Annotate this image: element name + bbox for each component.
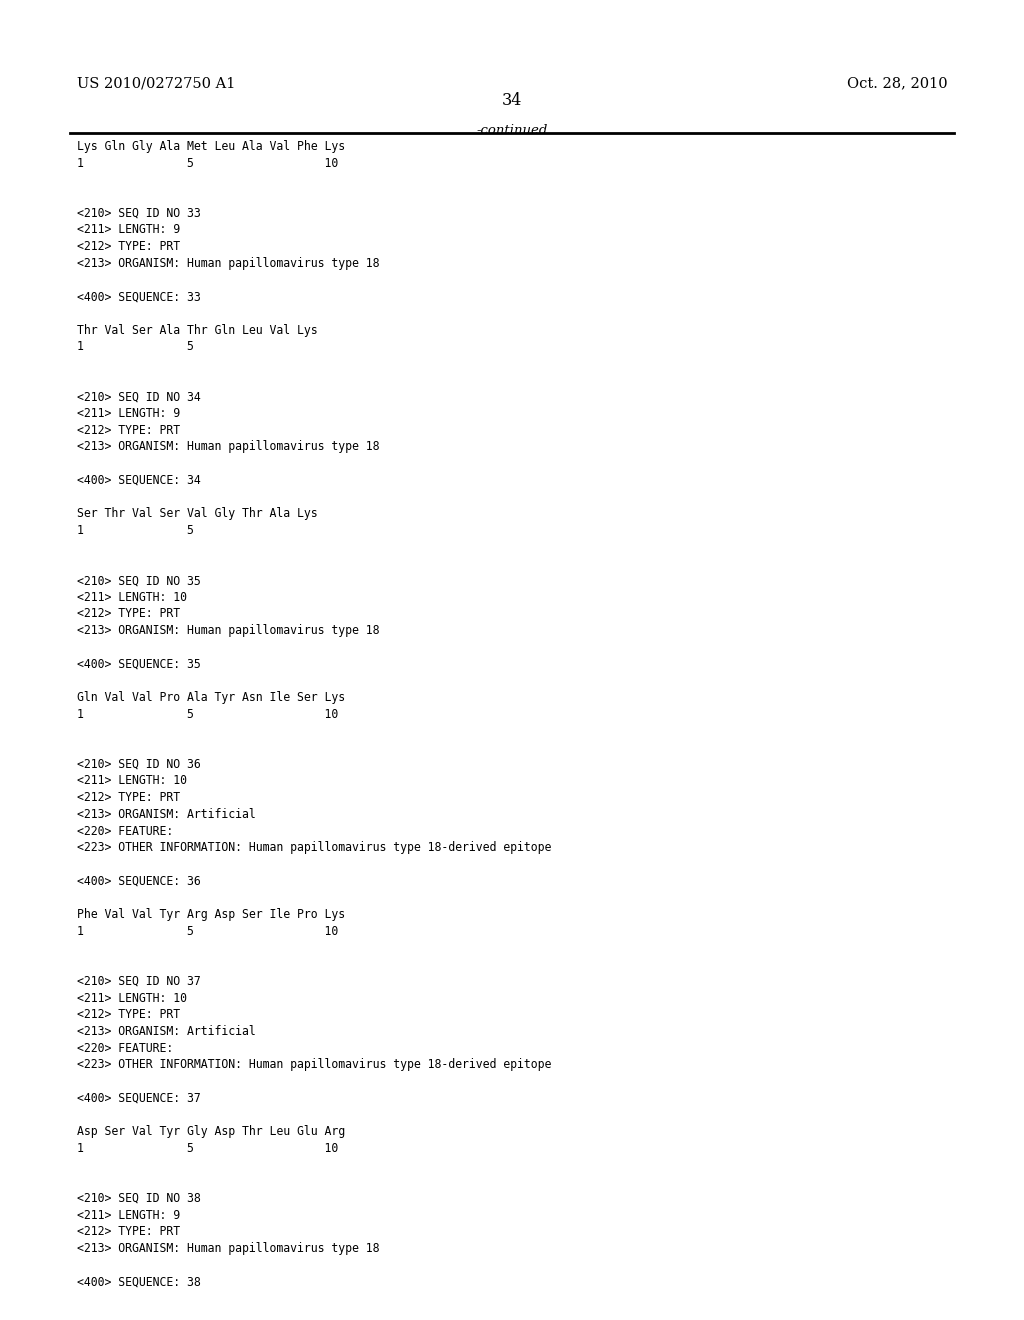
Text: <220> FEATURE:: <220> FEATURE: — [77, 1041, 173, 1055]
Text: 34: 34 — [502, 92, 522, 110]
Text: <400> SEQUENCE: 33: <400> SEQUENCE: 33 — [77, 290, 201, 304]
Text: 1               5                   10: 1 5 10 — [77, 157, 338, 169]
Text: <400> SEQUENCE: 35: <400> SEQUENCE: 35 — [77, 657, 201, 671]
Text: <210> SEQ ID NO 36: <210> SEQ ID NO 36 — [77, 758, 201, 771]
Text: Lys Gln Gly Ala Met Leu Ala Val Phe Lys: Lys Gln Gly Ala Met Leu Ala Val Phe Lys — [77, 140, 345, 153]
Text: <211> LENGTH: 10: <211> LENGTH: 10 — [77, 991, 186, 1005]
Text: <212> TYPE: PRT: <212> TYPE: PRT — [77, 1225, 180, 1238]
Text: 1               5: 1 5 — [77, 524, 194, 537]
Text: US 2010/0272750 A1: US 2010/0272750 A1 — [77, 77, 236, 91]
Text: <211> LENGTH: 9: <211> LENGTH: 9 — [77, 407, 180, 420]
Text: <220> FEATURE:: <220> FEATURE: — [77, 825, 173, 837]
Text: <223> OTHER INFORMATION: Human papillomavirus type 18-derived epitope: <223> OTHER INFORMATION: Human papilloma… — [77, 1059, 551, 1072]
Text: <213> ORGANISM: Human papillomavirus type 18: <213> ORGANISM: Human papillomavirus typ… — [77, 257, 379, 269]
Text: Phe Val Val Tyr Arg Asp Ser Ile Pro Lys: Phe Val Val Tyr Arg Asp Ser Ile Pro Lys — [77, 908, 345, 921]
Text: Gln Val Val Pro Ala Tyr Asn Ile Ser Lys: Gln Val Val Pro Ala Tyr Asn Ile Ser Lys — [77, 690, 345, 704]
Text: <213> ORGANISM: Artificial: <213> ORGANISM: Artificial — [77, 1024, 256, 1038]
Text: <211> LENGTH: 9: <211> LENGTH: 9 — [77, 223, 180, 236]
Text: <211> LENGTH: 10: <211> LENGTH: 10 — [77, 591, 186, 603]
Text: 1               5: 1 5 — [77, 341, 194, 354]
Text: <400> SEQUENCE: 38: <400> SEQUENCE: 38 — [77, 1275, 201, 1288]
Text: <212> TYPE: PRT: <212> TYPE: PRT — [77, 1008, 180, 1022]
Text: Oct. 28, 2010: Oct. 28, 2010 — [847, 77, 947, 91]
Text: <212> TYPE: PRT: <212> TYPE: PRT — [77, 240, 180, 253]
Text: <210> SEQ ID NO 33: <210> SEQ ID NO 33 — [77, 207, 201, 219]
Text: <211> LENGTH: 10: <211> LENGTH: 10 — [77, 775, 186, 788]
Text: Thr Val Ser Ala Thr Gln Leu Val Lys: Thr Val Ser Ala Thr Gln Leu Val Lys — [77, 323, 317, 337]
Text: <400> SEQUENCE: 34: <400> SEQUENCE: 34 — [77, 474, 201, 487]
Text: Asp Ser Val Tyr Gly Asp Thr Leu Glu Arg: Asp Ser Val Tyr Gly Asp Thr Leu Glu Arg — [77, 1125, 345, 1138]
Text: <210> SEQ ID NO 37: <210> SEQ ID NO 37 — [77, 974, 201, 987]
Text: <223> OTHER INFORMATION: Human papillomavirus type 18-derived epitope: <223> OTHER INFORMATION: Human papilloma… — [77, 841, 551, 854]
Text: <210> SEQ ID NO 35: <210> SEQ ID NO 35 — [77, 574, 201, 587]
Text: <400> SEQUENCE: 36: <400> SEQUENCE: 36 — [77, 875, 201, 887]
Text: <210> SEQ ID NO 34: <210> SEQ ID NO 34 — [77, 391, 201, 404]
Text: <213> ORGANISM: Human papillomavirus type 18: <213> ORGANISM: Human papillomavirus typ… — [77, 441, 379, 454]
Text: <400> SEQUENCE: 37: <400> SEQUENCE: 37 — [77, 1092, 201, 1105]
Text: 1               5                   10: 1 5 10 — [77, 925, 338, 937]
Text: -continued: -continued — [476, 124, 548, 137]
Text: <213> ORGANISM: Human papillomavirus type 18: <213> ORGANISM: Human papillomavirus typ… — [77, 624, 379, 638]
Text: <212> TYPE: PRT: <212> TYPE: PRT — [77, 424, 180, 437]
Text: <213> ORGANISM: Artificial: <213> ORGANISM: Artificial — [77, 808, 256, 821]
Text: Ser Thr Val Ser Val Gly Thr Ala Lys: Ser Thr Val Ser Val Gly Thr Ala Lys — [77, 507, 317, 520]
Text: <212> TYPE: PRT: <212> TYPE: PRT — [77, 791, 180, 804]
Text: <212> TYPE: PRT: <212> TYPE: PRT — [77, 607, 180, 620]
Text: 1               5                   10: 1 5 10 — [77, 1142, 338, 1155]
Text: 1               5                   10: 1 5 10 — [77, 708, 338, 721]
Text: <211> LENGTH: 9: <211> LENGTH: 9 — [77, 1209, 180, 1221]
Text: <213> ORGANISM: Human papillomavirus type 18: <213> ORGANISM: Human papillomavirus typ… — [77, 1242, 379, 1255]
Text: <210> SEQ ID NO 38: <210> SEQ ID NO 38 — [77, 1192, 201, 1205]
